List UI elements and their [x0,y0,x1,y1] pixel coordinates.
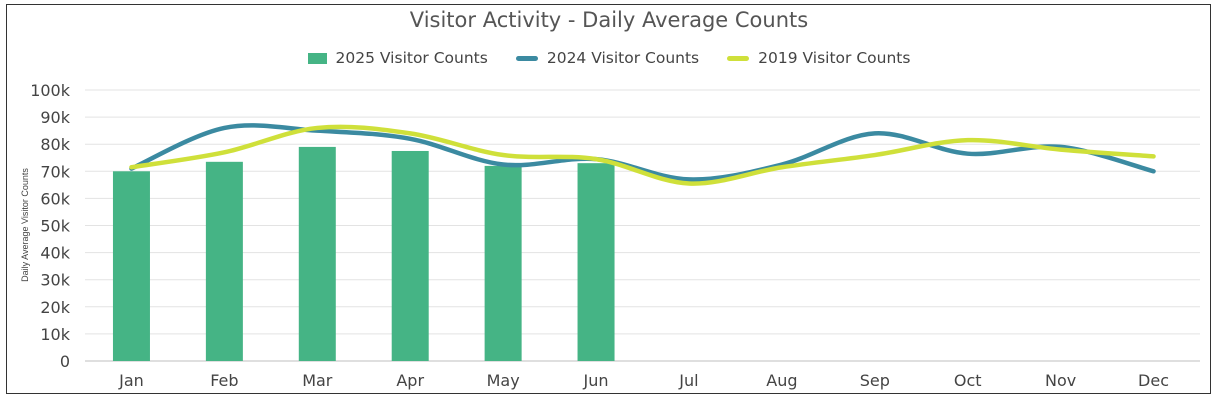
legend-item-2019: 2019 Visitor Counts [727,49,910,67]
x-tick-aug: Aug [766,371,797,390]
x-tick-jul: Jul [678,371,698,390]
bar-jun [577,163,615,361]
bar-mar [298,146,336,361]
x-tick-dec: Dec [1138,371,1169,390]
y-tick-80k: 80k [40,135,70,154]
chart-title: Visitor Activity - Daily Average Counts [409,8,809,32]
bar-feb [205,161,243,361]
y-tick-20k: 20k [40,298,70,317]
legend-swatch-2025 [307,52,327,64]
bar-apr [391,150,429,361]
y-tick-0: 0 [60,352,70,371]
y-tick-60k: 60k [40,189,70,208]
chart-legend: 2025 Visitor Counts 2024 Visitor Counts … [0,49,1218,67]
legend-swatch-2024 [515,55,538,61]
y-tick-30k: 30k [40,271,70,290]
x-tick-jun: Jun [583,371,609,390]
y-tick-90k: 90k [40,108,70,127]
y-tick-70k: 70k [40,162,70,181]
y-tick-40k: 40k [40,244,70,263]
x-tick-may: May [487,371,520,390]
legend-swatch-2019 [727,55,750,61]
y-tick-50k: 50k [40,217,70,236]
x-tick-mar: Mar [302,371,333,390]
x-tick-feb: Feb [210,371,238,390]
bar-jan [112,171,150,361]
x-tick-oct: Oct [954,371,982,390]
legend-label-2024: 2024 Visitor Counts [546,49,700,67]
legend-item-2024: 2024 Visitor Counts [515,49,700,67]
x-tick-sep: Sep [860,371,890,390]
y-tick-100k: 100k [30,81,71,100]
legend-item-2025: 2025 Visitor Counts [307,49,488,67]
x-tick-nov: Nov [1045,371,1076,390]
bar-may [484,165,522,361]
line-series-2019 [129,124,1156,186]
legend-label-2025: 2025 Visitor Counts [335,49,488,67]
x-tick-apr: Apr [396,371,424,390]
x-tick-jan: Jan [118,371,144,390]
y-tick-10k: 10k [40,325,70,344]
legend-label-2019: 2019 Visitor Counts [758,49,911,67]
